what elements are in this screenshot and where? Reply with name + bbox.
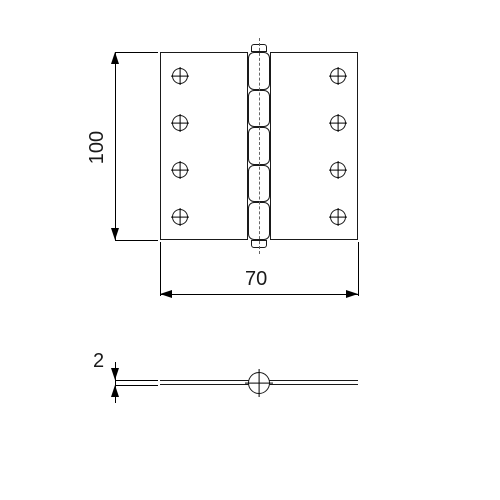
extension-line	[115, 385, 158, 386]
hinge-centerline	[259, 38, 260, 254]
dimension-label-height: 100	[86, 131, 109, 164]
arrowhead-icon	[160, 290, 172, 298]
screw-hole	[172, 115, 188, 131]
extension-line	[160, 242, 161, 296]
arrowhead-icon	[111, 385, 119, 397]
dimension-line	[115, 52, 116, 240]
screw-hole	[330, 68, 346, 84]
arrowhead-icon	[111, 368, 119, 380]
extension-line	[115, 240, 158, 241]
screw-hole	[330, 162, 346, 178]
screw-hole	[330, 209, 346, 225]
arrowhead-icon	[111, 228, 119, 240]
screw-hole	[172, 209, 188, 225]
extension-line	[115, 380, 158, 381]
side-pin-circle	[248, 372, 270, 394]
screw-hole	[172, 162, 188, 178]
extension-line	[358, 242, 359, 296]
diagram-stage: { "stroke": "#1a1a1a", "stroke_width": 1…	[0, 0, 500, 500]
arrowhead-icon	[346, 290, 358, 298]
dimension-label-thickness: 2	[93, 350, 104, 373]
dimension-line	[160, 294, 358, 295]
arrowhead-icon	[111, 52, 119, 64]
dimension-label-width: 70	[245, 268, 267, 291]
screw-hole	[172, 68, 188, 84]
screw-hole	[330, 115, 346, 131]
extension-line	[115, 52, 158, 53]
